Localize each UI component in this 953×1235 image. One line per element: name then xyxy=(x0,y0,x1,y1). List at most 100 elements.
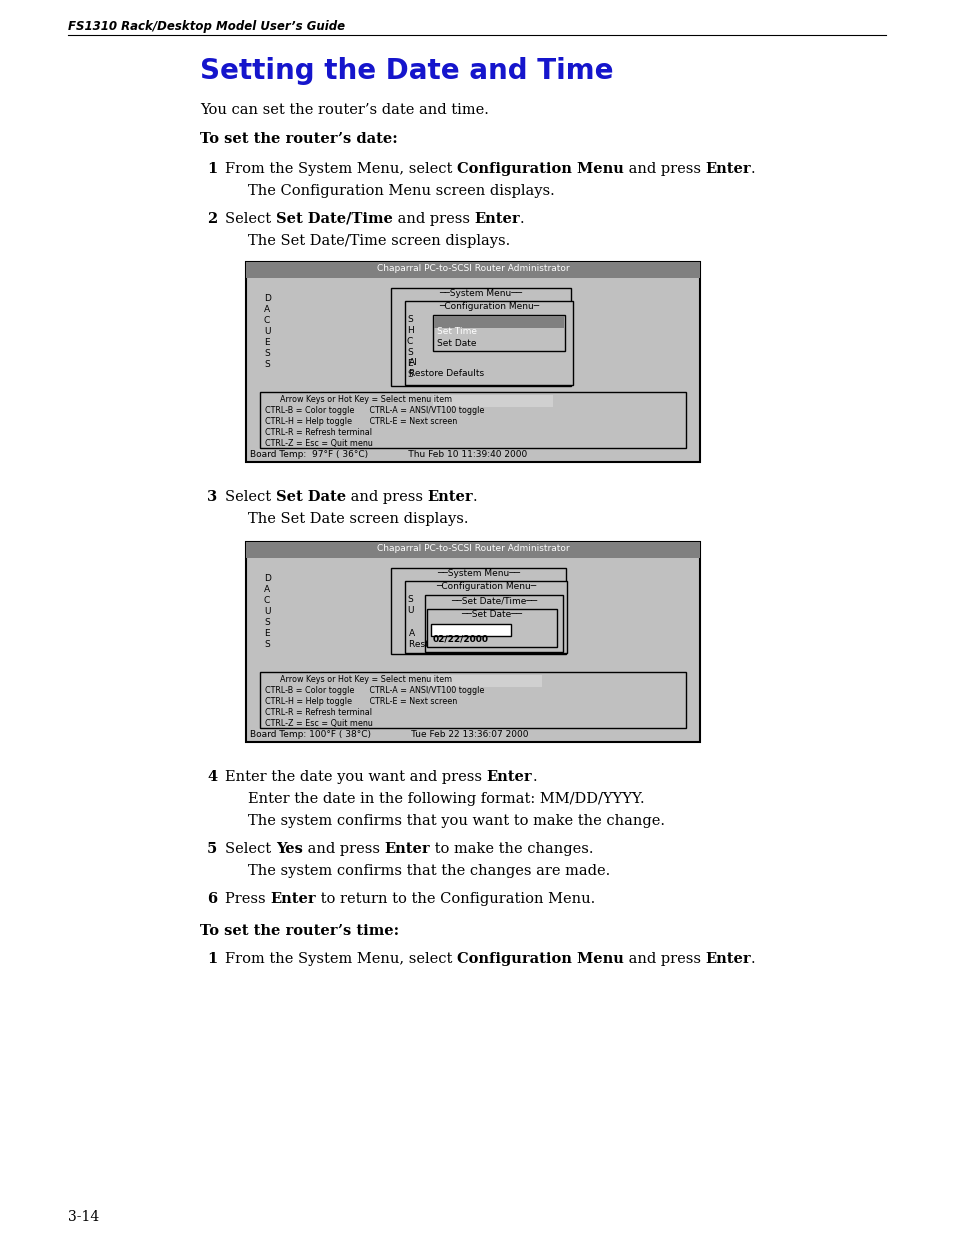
Text: Enter: Enter xyxy=(705,952,750,966)
Text: .: . xyxy=(750,162,755,177)
Text: Enter the date you want and press: Enter the date you want and press xyxy=(225,769,486,784)
Text: Arrow Keys or Hot Key = Select menu item: Arrow Keys or Hot Key = Select menu item xyxy=(265,395,452,404)
Text: to make the changes.: to make the changes. xyxy=(430,842,593,856)
Text: H: H xyxy=(407,326,414,335)
Text: S: S xyxy=(407,595,413,604)
Text: Press: Press xyxy=(225,892,270,906)
Text: U: U xyxy=(407,606,413,615)
Text: Board Temp: 100°F ( 38°C)              Tue Feb 22 13:36:07 2000: Board Temp: 100°F ( 38°C) Tue Feb 22 13:… xyxy=(250,730,528,739)
Text: Restore Defaults: Restore Defaults xyxy=(409,640,483,650)
Text: FS1310 Rack/Desktop Model User’s Guide: FS1310 Rack/Desktop Model User’s Guide xyxy=(68,20,345,33)
Text: Chaparral PC-to-SCSI Router Administrator: Chaparral PC-to-SCSI Router Administrato… xyxy=(376,264,569,273)
Text: The Set Date screen displays.: The Set Date screen displays. xyxy=(248,513,468,526)
Text: To set the router’s date:: To set the router’s date: xyxy=(200,132,397,146)
Text: Select: Select xyxy=(225,212,275,226)
Text: S: S xyxy=(264,640,270,650)
Text: and press: and press xyxy=(302,842,384,856)
Bar xyxy=(246,542,700,742)
Text: CTRL-B = Color toggle      CTRL-A = ANSI/VT100 toggle: CTRL-B = Color toggle CTRL-A = ANSI/VT10… xyxy=(265,685,484,695)
Text: .: . xyxy=(473,490,477,504)
Text: CTRL-H = Help toggle       CTRL-E = Next screen: CTRL-H = Help toggle CTRL-E = Next scree… xyxy=(265,697,456,706)
Bar xyxy=(405,301,573,385)
Text: and press: and press xyxy=(623,952,705,966)
Text: Set Date: Set Date xyxy=(275,490,346,504)
Bar xyxy=(246,262,700,462)
Bar xyxy=(391,568,565,655)
Text: From the System Menu, select: From the System Menu, select xyxy=(225,952,456,966)
Text: 2: 2 xyxy=(207,212,217,226)
Text: The system confirms that the changes are made.: The system confirms that the changes are… xyxy=(248,864,610,878)
Text: C: C xyxy=(407,337,413,346)
Text: 1: 1 xyxy=(207,952,217,966)
Bar xyxy=(427,609,557,647)
Text: S: S xyxy=(407,370,413,379)
Text: Configuration Menu: Configuration Menu xyxy=(456,952,623,966)
Text: 3-14: 3-14 xyxy=(68,1210,99,1224)
Text: ──Set Date/Time──: ──Set Date/Time── xyxy=(456,316,541,325)
Bar xyxy=(246,542,700,558)
Text: 1: 1 xyxy=(207,162,217,177)
Text: S: S xyxy=(264,359,270,369)
Text: A: A xyxy=(409,629,415,638)
Text: The Set Date/Time screen displays.: The Set Date/Time screen displays. xyxy=(248,233,510,248)
Text: Arrow Keys or Hot Key = Select menu item: Arrow Keys or Hot Key = Select menu item xyxy=(265,676,452,684)
Text: Configuration Menu: Configuration Menu xyxy=(456,162,623,177)
Bar xyxy=(260,391,685,448)
Text: C: C xyxy=(264,316,270,325)
Text: .: . xyxy=(532,769,537,784)
Text: ─Configuration Menu─: ─Configuration Menu─ xyxy=(436,582,536,592)
Text: C: C xyxy=(264,597,270,605)
Text: S: S xyxy=(264,350,270,358)
Text: A: A xyxy=(264,305,270,314)
Text: U: U xyxy=(264,606,271,616)
Text: .: . xyxy=(750,952,755,966)
Text: CTRL-Z = Esc = Quit menu: CTRL-Z = Esc = Quit menu xyxy=(265,438,373,448)
Bar xyxy=(427,676,541,687)
Text: ──Set Date/Time──: ──Set Date/Time── xyxy=(451,597,537,605)
Text: 3: 3 xyxy=(207,490,217,504)
Text: D: D xyxy=(264,574,271,583)
Text: E: E xyxy=(407,359,413,368)
Text: Select: Select xyxy=(225,842,275,856)
Text: ──Set Date──: ──Set Date── xyxy=(461,610,522,619)
Text: ──System Menu──: ──System Menu── xyxy=(436,569,519,578)
Text: CTRL-B = Color toggle      CTRL-A = ANSI/VT100 toggle: CTRL-B = Color toggle CTRL-A = ANSI/VT10… xyxy=(265,406,484,415)
Bar xyxy=(431,624,511,636)
Bar xyxy=(424,595,562,652)
Text: to return to the Configuration Menu.: to return to the Configuration Menu. xyxy=(315,892,595,906)
Text: To set the router’s time:: To set the router’s time: xyxy=(200,924,398,939)
Text: S: S xyxy=(264,618,270,627)
Text: Restore Defaults: Restore Defaults xyxy=(409,369,483,378)
Text: Enter the date in the following format: MM/DD/YYYY.: Enter the date in the following format: … xyxy=(248,792,644,806)
Text: CTRL-R = Refresh terminal: CTRL-R = Refresh terminal xyxy=(265,708,372,718)
Text: E: E xyxy=(264,338,270,347)
Text: Enter: Enter xyxy=(474,212,519,226)
Text: Set Date: Set Date xyxy=(436,338,476,348)
Text: 6: 6 xyxy=(207,892,217,906)
Text: You can set the router’s date and time.: You can set the router’s date and time. xyxy=(200,103,488,117)
Text: S: S xyxy=(407,348,413,357)
Text: and press: and press xyxy=(346,490,427,504)
Text: E: E xyxy=(264,629,270,638)
Bar xyxy=(433,315,564,351)
Text: Enter: Enter xyxy=(486,769,532,784)
Text: ──System Menu──: ──System Menu── xyxy=(439,289,522,298)
Text: From the System Menu, select: From the System Menu, select xyxy=(225,162,456,177)
Bar xyxy=(260,672,685,727)
Text: and press: and press xyxy=(623,162,705,177)
Text: S: S xyxy=(407,315,413,324)
Text: ─Configuration Menu─: ─Configuration Menu─ xyxy=(438,303,538,311)
Text: Yes: Yes xyxy=(275,842,302,856)
Text: CTRL-R = Refresh terminal: CTRL-R = Refresh terminal xyxy=(265,429,372,437)
Bar xyxy=(391,288,571,387)
Bar xyxy=(433,395,553,408)
Text: and press: and press xyxy=(393,212,474,226)
Text: CTRL-H = Help toggle       CTRL-E = Next screen: CTRL-H = Help toggle CTRL-E = Next scree… xyxy=(265,417,456,426)
Text: A: A xyxy=(264,585,270,594)
Bar xyxy=(405,580,566,653)
Text: D: D xyxy=(264,294,271,303)
Text: CTRL-Z = Esc = Quit menu: CTRL-Z = Esc = Quit menu xyxy=(265,719,373,727)
Text: Enter: Enter xyxy=(384,842,430,856)
Text: The system confirms that you want to make the change.: The system confirms that you want to mak… xyxy=(248,814,664,827)
Text: Enter: Enter xyxy=(427,490,473,504)
